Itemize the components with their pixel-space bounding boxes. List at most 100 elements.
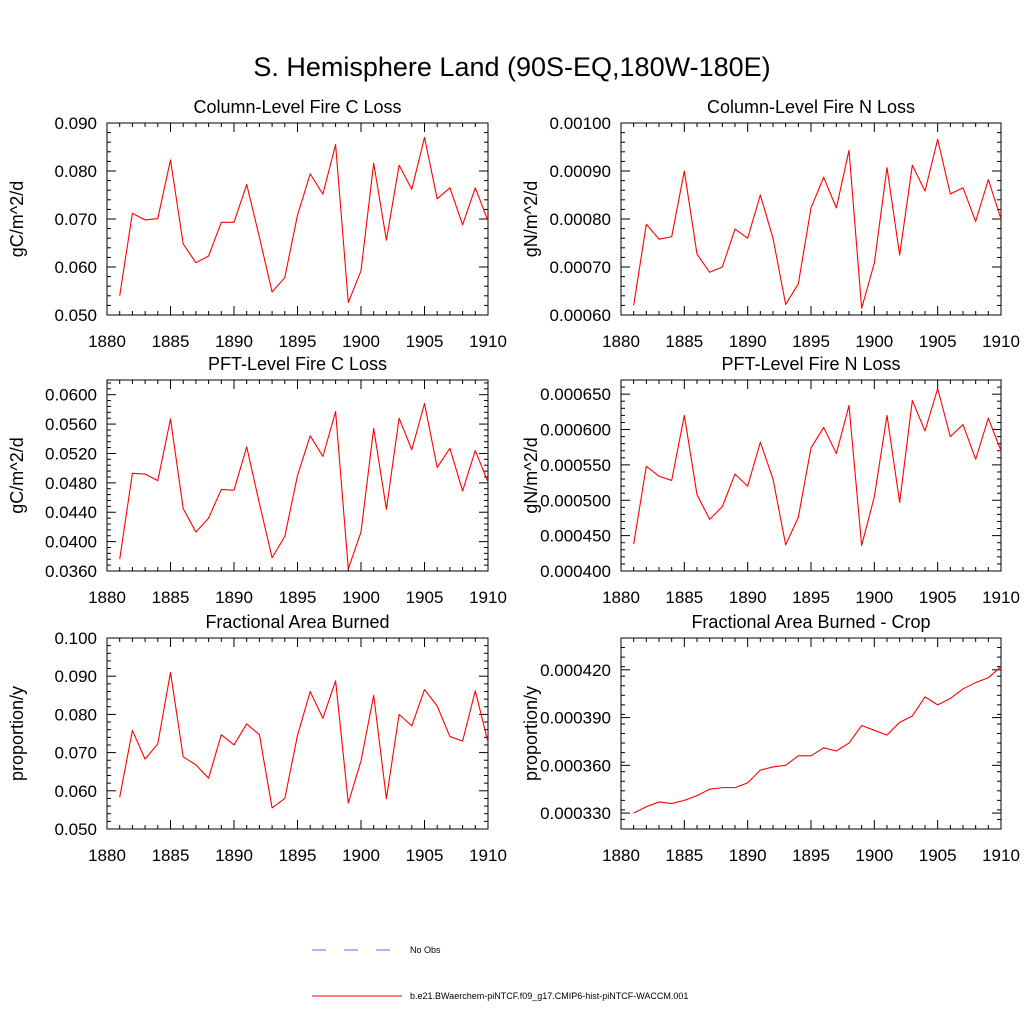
plot-frame [620, 637, 1002, 830]
x-tick-label: 1880 [602, 588, 640, 607]
x-tick-label: 1900 [855, 846, 893, 865]
x-tick-label: 1900 [342, 332, 380, 351]
chart-title: Fractional Area Burned - Crop [691, 612, 930, 632]
series-line [633, 666, 1002, 814]
x-tick-label: 1900 [855, 332, 893, 351]
x-tick-label: 1905 [919, 332, 957, 351]
y-tick-label: 0.00100 [550, 114, 611, 133]
y-axis-label: proportion/y [7, 686, 27, 781]
y-tick-label: 0.0600 [45, 386, 97, 405]
y-tick-label: 0.090 [54, 667, 97, 686]
y-axis-label: gN/m^2/d [521, 437, 541, 513]
x-tick-label: 1910 [469, 846, 507, 865]
y-tick-label: 0.000600 [540, 421, 611, 440]
y-axis-label: gN/m^2/d [521, 181, 541, 257]
series-line [633, 138, 1002, 309]
y-tick-label: 0.0480 [45, 474, 97, 493]
y-tick-label: 0.00060 [550, 306, 611, 325]
x-tick-label: 1905 [406, 588, 444, 607]
y-tick-label: 0.000400 [540, 562, 611, 581]
legend-model-label: b.e21.BWaerchem-piNTCF.f09_g17.CMIP6-his… [410, 991, 688, 1001]
y-tick-label: 0.000450 [540, 527, 611, 546]
y-tick-label: 0.0400 [45, 533, 97, 552]
series-line [119, 402, 489, 570]
y-tick-label: 0.070 [54, 210, 97, 229]
x-tick-label: 1890 [729, 846, 767, 865]
y-tick-label: 0.050 [54, 306, 97, 325]
x-tick-label: 1895 [792, 846, 830, 865]
plot-frame [620, 379, 1002, 572]
plot-frame [620, 122, 1002, 316]
y-tick-label: 0.000390 [540, 709, 611, 728]
x-tick-label: 1900 [855, 588, 893, 607]
y-axis-label: gC/m^2/d [7, 181, 27, 257]
x-tick-label: 1885 [665, 332, 703, 351]
x-tick-label: 1885 [665, 846, 703, 865]
x-tick-label: 1910 [469, 588, 507, 607]
chart-title: PFT-Level Fire C Loss [208, 354, 387, 374]
y-axis-label: proportion/y [521, 686, 541, 781]
chart-title: Column-Level Fire N Loss [707, 97, 915, 117]
y-tick-label: 0.070 [54, 744, 97, 763]
chart-title: Fractional Area Burned [205, 612, 389, 632]
x-tick-label: 1890 [215, 332, 253, 351]
y-tick-label: 0.0360 [45, 562, 97, 581]
y-tick-label: 0.000360 [540, 756, 611, 775]
y-tick-label: 0.00080 [550, 210, 611, 229]
x-tick-label: 1910 [982, 332, 1020, 351]
y-axis-label: gC/m^2/d [7, 437, 27, 513]
x-tick-label: 1890 [729, 588, 767, 607]
x-tick-label: 1910 [469, 332, 507, 351]
y-tick-label: 0.060 [54, 258, 97, 277]
x-tick-label: 1885 [152, 588, 190, 607]
y-tick-label: 0.000650 [540, 385, 611, 404]
x-tick-label: 1890 [729, 332, 767, 351]
x-tick-label: 1895 [792, 332, 830, 351]
plot-frame [106, 122, 489, 316]
chart-panel: Column-Level Fire C Loss gC/m^2/d 1880 1885… [7, 97, 507, 351]
x-tick-label: 1885 [152, 846, 190, 865]
legend-obs-label: No Obs [410, 945, 441, 955]
x-tick-label: 1895 [792, 588, 830, 607]
y-tick-label: 0.000330 [540, 804, 611, 823]
x-tick-label: 1880 [602, 332, 640, 351]
y-tick-label: 0.000550 [540, 456, 611, 475]
chart-panel: PFT-Level Fire C Loss gC/m^2/d 1880 1885 189… [7, 354, 507, 607]
chart-panel: PFT-Level Fire N Loss gN/m^2/d 1880 1885 189… [521, 354, 1020, 607]
panel-grid: Column-Level Fire C Loss gC/m^2/d 1880 1885… [7, 97, 1020, 865]
y-tick-label: 0.100 [54, 629, 97, 648]
y-tick-label: 0.000500 [540, 491, 611, 510]
y-tick-label: 0.00090 [550, 162, 611, 181]
x-tick-label: 1895 [279, 846, 317, 865]
y-tick-label: 0.0560 [45, 415, 97, 434]
x-tick-label: 1895 [279, 588, 317, 607]
y-tick-label: 0.0520 [45, 444, 97, 463]
x-tick-label: 1890 [215, 588, 253, 607]
chart-panel: Fractional Area Burned proportion/y 1880 18… [7, 612, 507, 865]
y-tick-label: 0.000420 [540, 661, 611, 680]
x-tick-label: 1900 [342, 846, 380, 865]
y-tick-label: 0.090 [54, 114, 97, 133]
x-tick-label: 1880 [602, 846, 640, 865]
x-tick-label: 1885 [665, 588, 703, 607]
y-tick-label: 0.080 [54, 705, 97, 724]
chart-panel: Column-Level Fire N Loss gN/m^2/d 1880 1885… [521, 97, 1020, 351]
x-tick-label: 1890 [215, 846, 253, 865]
y-tick-label: 0.00070 [550, 258, 611, 277]
x-tick-label: 1905 [406, 332, 444, 351]
series-line [119, 671, 489, 809]
x-tick-label: 1880 [88, 332, 126, 351]
chart-title: PFT-Level Fire N Loss [721, 354, 900, 374]
x-tick-label: 1895 [279, 332, 317, 351]
figure-title: S. Hemisphere Land (90S-EQ,180W-180E) [253, 52, 770, 82]
legend: No Obs b.e21.BWaerchem-piNTCF.f09_g17.CM… [312, 945, 688, 1001]
x-tick-label: 1880 [88, 846, 126, 865]
x-tick-label: 1905 [919, 846, 957, 865]
x-tick-label: 1885 [152, 332, 190, 351]
x-tick-label: 1910 [982, 588, 1020, 607]
series-line [119, 136, 489, 304]
x-tick-label: 1905 [406, 846, 444, 865]
y-tick-label: 0.0440 [45, 503, 97, 522]
series-line [633, 387, 1002, 547]
